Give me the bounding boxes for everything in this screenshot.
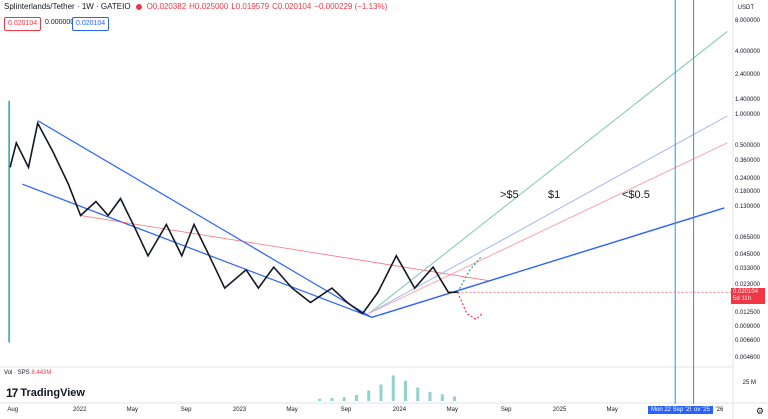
tradingview-logo-text: TradingView (20, 387, 85, 399)
y-tick-label: 0.500000 (734, 143, 760, 150)
volume-bar (428, 392, 432, 401)
volume-bar (318, 398, 322, 401)
trendlines (22, 120, 725, 319)
bullish-projection (457, 255, 483, 293)
projection-lines (368, 31, 728, 315)
price-change: −0.000229 (−1.13%) (314, 2, 388, 11)
bar-countdown: 5d 11h (733, 296, 751, 302)
projection-line (368, 31, 728, 314)
trendline (80, 215, 489, 281)
volume-bar (453, 396, 457, 401)
trendline (371, 207, 725, 319)
ask-button[interactable]: 0.020104 (72, 17, 110, 31)
volume-bar (416, 387, 420, 401)
x-tick-label: May (606, 407, 618, 413)
volume-bar (367, 390, 371, 401)
annotation-1: $1 (548, 189, 561, 201)
x-tick-label: 2022 (73, 407, 87, 413)
y-tick-label: 4.000000 (734, 49, 760, 56)
last-price-tag: 0.020104 5d 11h (731, 288, 765, 304)
ohlc-low: L0.019579 (231, 2, 270, 11)
volume-bar (330, 398, 334, 401)
x-tick-label: 2023 (232, 407, 247, 413)
date-markers (457, 0, 733, 404)
volume-value: 8.443M (31, 370, 52, 376)
y-tick-label: 0.033000 (734, 265, 760, 272)
volume-bar (391, 375, 395, 401)
volume-bar (403, 380, 407, 401)
ohlc-open: O0.020382 (146, 2, 187, 11)
volume-bar (342, 397, 346, 401)
ohlc-high: H0.025000 (189, 2, 229, 11)
x-tick-label: May (126, 407, 138, 413)
projection-line (368, 142, 728, 315)
ohlc-close: C0.020104 (272, 2, 312, 11)
date-marker-2: ov '25 (691, 406, 713, 414)
annotation-above-5: >$5 (500, 189, 519, 201)
y-tick-label: 0.240000 (734, 176, 760, 183)
x-tick-label: May (286, 407, 298, 413)
market-status-icon (135, 3, 142, 10)
y-tick-label: 0.045000 (734, 251, 760, 258)
y-tick-label: 1.400000 (734, 96, 760, 103)
last-price-value: 0.020104 (733, 289, 759, 295)
volume-legend[interactable]: Vol · SPS 8.443M (4, 370, 51, 376)
y-tick-label: 0.130000 (734, 203, 760, 210)
y-tick-label: 1.000000 (734, 111, 760, 118)
volume-bar (440, 394, 444, 401)
price-path (8, 100, 483, 343)
x-tick-label: Aug (7, 407, 19, 413)
currency-label[interactable]: USDT (737, 5, 754, 11)
volume-bars (318, 375, 457, 401)
y-tick-label: 0.012500 (734, 309, 760, 316)
bearish-projection (457, 291, 483, 321)
x-tick-label: May (446, 407, 459, 413)
x-tick-label: Sep (500, 407, 512, 413)
volume-bar (379, 384, 383, 401)
y-tick-label: 0.004600 (734, 354, 760, 361)
x-tick-label: Sep (180, 407, 192, 413)
y-tick-label: 0.006600 (734, 338, 760, 345)
bid-button[interactable]: 0.020104 (4, 17, 42, 31)
y-tick-label: 0.023000 (734, 282, 760, 289)
tradingview-logo[interactable]: 17 TradingView (6, 386, 85, 400)
settings-icon[interactable]: ⚙ (755, 406, 764, 416)
y-tick-label: 0.360000 (734, 157, 760, 164)
volume-label: Vol · SPS (4, 370, 30, 376)
trendline (22, 183, 372, 318)
volume-axis-tick: 25 M (742, 380, 756, 386)
y-tick-label: 0.065000 (734, 235, 760, 242)
x-tick-label: Sep (340, 407, 352, 413)
annotation-below-0-5: <$0.5 (622, 189, 650, 201)
projection-line (368, 115, 728, 315)
x-tick-label: 2025 (552, 407, 567, 413)
volume-bar (354, 395, 358, 401)
symbol-title[interactable]: Splinterlands/Tether · 1W · GATEIO (4, 2, 131, 11)
date-marker-1: Mon 22 Sep '25 (648, 406, 696, 414)
y-tick-label: 0.180000 (734, 189, 760, 196)
spread-value: 0.000000 (42, 17, 78, 29)
y-tick-label: 2.400000 (734, 72, 760, 79)
chart-header: Splinterlands/Tether · 1W · GATEIO O0.02… (4, 2, 387, 11)
tradingview-logo-icon: 17 (6, 386, 18, 400)
trendline (37, 120, 373, 318)
y-tick-label: 8.000000 (734, 18, 760, 25)
y-tick-label: 0.009000 (734, 324, 760, 331)
x-tick-label: 2024 (392, 407, 407, 413)
price-zigzag-line (9, 120, 458, 315)
x-tick-label: '26 (715, 407, 724, 413)
